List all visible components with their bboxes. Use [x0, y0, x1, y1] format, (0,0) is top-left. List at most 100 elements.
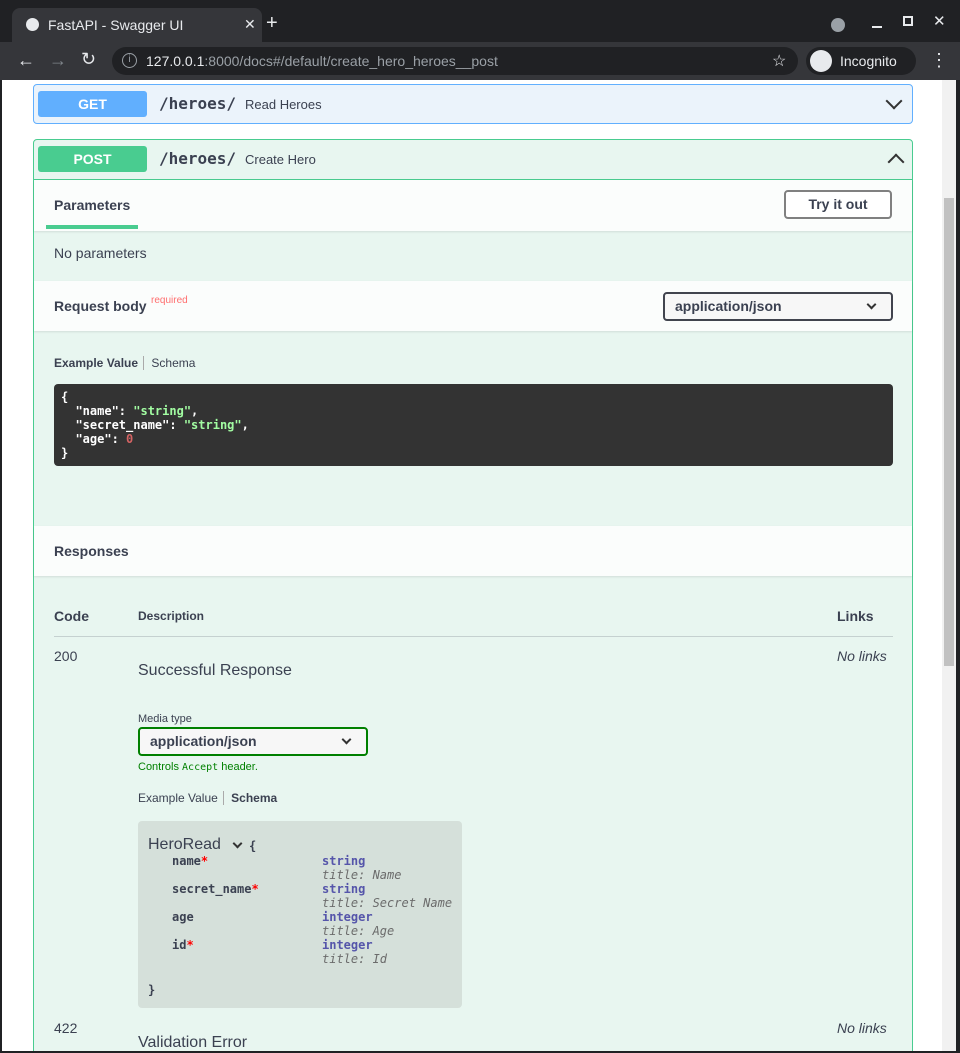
column-code: Code	[54, 608, 89, 624]
response-links: No links	[837, 1020, 887, 1036]
required-asterisk: *	[200, 854, 209, 868]
info-icon: i	[122, 53, 137, 68]
response-description: Successful Response	[138, 662, 292, 679]
chevron-down-icon	[341, 734, 352, 745]
bookmark-star-icon[interactable]: ☆	[772, 53, 787, 70]
no-parameters-text: No parameters	[54, 245, 147, 261]
tab-underline	[46, 225, 138, 229]
code-token: "secret_name"	[61, 418, 170, 432]
operation-path: /heroes/	[159, 149, 237, 168]
property-title: title: Age	[322, 924, 395, 938]
request-body-header: Request body required application/json	[34, 281, 912, 331]
reload-icon[interactable]: ↻	[81, 49, 97, 69]
property-name: name	[172, 854, 201, 868]
response-description: Validation Error	[138, 1034, 248, 1051]
response-links: No links	[837, 648, 887, 664]
code-token: }	[61, 446, 69, 460]
minimize-icon[interactable]	[872, 26, 882, 28]
schema-tab[interactable]: Schema	[151, 356, 196, 370]
column-description: Description	[138, 609, 205, 623]
property-name: id	[172, 938, 187, 952]
code-token: {	[61, 390, 69, 404]
code-line: "age": 0	[61, 432, 886, 446]
code-token: :	[111, 432, 127, 446]
forward-icon[interactable]: →	[49, 50, 67, 70]
property-type: integer	[322, 938, 373, 952]
content-type-select[interactable]: application/json	[663, 292, 893, 321]
post-header[interactable]: POST /heroes/ Create Hero	[34, 140, 912, 180]
media-type-label: Media type	[138, 713, 192, 725]
chevron-down-icon[interactable]	[232, 838, 243, 849]
code-token: "name"	[61, 404, 119, 418]
tab-parameters[interactable]: Parameters	[54, 197, 131, 213]
model-box: HeroRead { name* string title: Name secr…	[138, 821, 462, 1008]
code-token: :	[118, 404, 134, 418]
media-type-select[interactable]: application/json	[138, 727, 368, 756]
code-token: "string"	[183, 418, 242, 432]
table-divider	[54, 636, 893, 637]
method-badge-get: GET	[38, 91, 147, 117]
favicon-icon	[26, 18, 39, 31]
code-token: ,	[191, 404, 199, 418]
note-text: Controls	[138, 761, 183, 773]
note-code: Accept	[182, 762, 219, 773]
property-title: title: Id	[322, 952, 388, 966]
address-bar[interactable]: i 127.0.0.1:8000/docs#/default/create_he…	[112, 47, 798, 75]
new-tab-icon[interactable]: +	[266, 12, 278, 34]
schema-tab[interactable]: Schema	[231, 791, 278, 805]
menu-icon[interactable]: ⋮	[930, 50, 948, 70]
method-badge-post: POST	[38, 146, 147, 172]
url-host: 127.0.0.1	[146, 53, 205, 69]
code-token: "age"	[61, 432, 112, 446]
code-token: 0	[126, 432, 134, 446]
property-type: string	[322, 854, 366, 868]
response-code: 422	[54, 1020, 78, 1036]
column-links: Links	[837, 608, 874, 624]
property-type: string	[322, 882, 366, 896]
scrollbar-thumb[interactable]	[944, 198, 954, 666]
code-line: "secret_name": "string",	[61, 418, 886, 432]
request-body-title: Request body	[54, 298, 147, 314]
operation-summary: Read Heroes	[245, 97, 322, 112]
incognito-icon	[810, 50, 832, 72]
media-type-value: application/json	[150, 733, 257, 749]
example-code-block: { "name": "string", "secret_name": "stri…	[54, 384, 893, 466]
response-code: 200	[54, 648, 78, 664]
chevron-down-icon	[866, 299, 877, 310]
maximize-icon[interactable]	[903, 16, 913, 26]
profile-label: Incognito	[840, 53, 897, 69]
example-value-tab[interactable]: Example Value	[138, 791, 224, 805]
code-line: }	[61, 446, 886, 460]
get-operation[interactable]: GET /heroes/ Read Heroes	[33, 84, 913, 124]
page-content: GET /heroes/ Read Heroes POST /heroes/ C…	[2, 80, 942, 1051]
browser-tab[interactable]: FastAPI - Swagger UI ✕	[12, 8, 262, 42]
property-name: secret_name	[172, 882, 252, 896]
chevron-down-icon[interactable]	[885, 92, 903, 110]
code-token: ,	[241, 418, 249, 432]
close-tab-icon[interactable]: ✕	[244, 16, 256, 32]
brace-close: }	[148, 983, 156, 997]
required-label: required	[151, 295, 188, 306]
post-operation: POST /heroes/ Create Hero Parameters Try…	[33, 139, 913, 1051]
property-title: title: Secret Name	[322, 896, 453, 910]
code-line: "name": "string",	[61, 404, 886, 418]
responses-title: Responses	[54, 543, 129, 559]
model-title[interactable]: HeroRead	[148, 836, 221, 853]
example-value-tab[interactable]: Example Value	[54, 356, 145, 370]
property-type: integer	[322, 910, 373, 924]
try-it-out-button[interactable]: Try it out	[784, 190, 892, 219]
tab-title: FastAPI - Swagger UI	[48, 17, 184, 33]
url-path: :8000/docs#/default/create_hero_heroes__…	[204, 53, 498, 69]
required-asterisk: *	[251, 882, 259, 896]
controls-accept-note: Controls Accept header.	[138, 761, 258, 773]
content-type-value: application/json	[675, 298, 782, 314]
close-window-icon[interactable]: ✕	[933, 13, 946, 30]
tab-search-icon[interactable]	[831, 18, 845, 32]
brace-open: {	[249, 839, 257, 853]
profile-button[interactable]: Incognito	[806, 47, 916, 75]
back-icon[interactable]: ←	[17, 50, 35, 70]
operation-summary: Create Hero	[245, 152, 316, 167]
responses-header: Responses	[34, 526, 912, 576]
parameters-header: Parameters Try it out	[34, 180, 912, 231]
chevron-up-icon[interactable]	[887, 153, 905, 171]
